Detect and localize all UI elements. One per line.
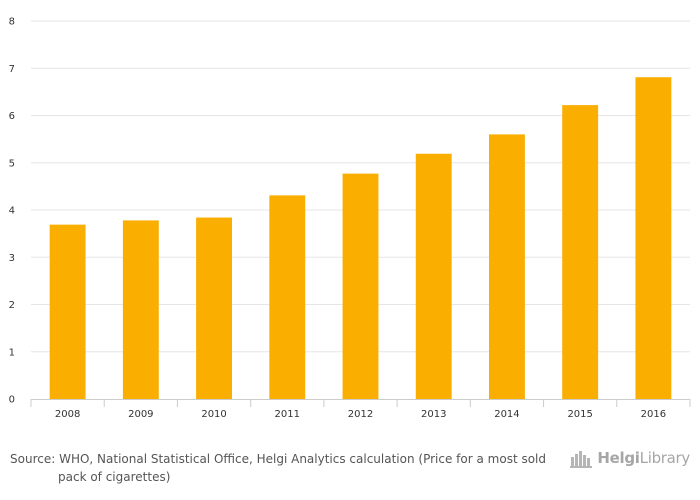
y-tick-label: 0 <box>9 395 15 406</box>
bar <box>49 224 86 399</box>
x-tick-label: 2015 <box>567 409 592 420</box>
bar <box>196 217 232 399</box>
bar <box>269 195 306 399</box>
y-tick-label: 4 <box>9 206 15 217</box>
brand-name-bold: Helgi <box>597 449 640 467</box>
helgi-library-logo-icon <box>570 451 593 468</box>
x-tick-label: 2010 <box>201 409 226 420</box>
source-note: Source: WHO, National Statistical Office… <box>10 452 547 484</box>
chart-footer: Source: WHO, National Statistical Office… <box>0 440 700 500</box>
y-tick-label: 3 <box>9 253 15 264</box>
x-tick-label: 2011 <box>275 409 300 420</box>
y-axis-ticks: 0 1 2 3 4 5 6 7 8 <box>9 17 15 406</box>
brand-logo: HelgiLibrary <box>570 448 690 468</box>
bars <box>49 77 672 399</box>
y-tick-label: 7 <box>9 64 15 75</box>
brand-name: HelgiLibrary <box>597 449 690 467</box>
bar <box>122 220 159 399</box>
bar <box>415 153 452 399</box>
x-tick-label: 2014 <box>494 409 519 420</box>
y-tick-label: 5 <box>9 158 15 169</box>
x-tick-label: 2013 <box>421 409 446 420</box>
bar <box>562 105 599 399</box>
x-axis: 2008 2009 2010 2011 2012 2013 2014 2015 2016 <box>30 399 691 420</box>
y-tick-label: 1 <box>9 347 15 358</box>
x-tick-label: 2008 <box>55 409 80 420</box>
x-tick-label: 2012 <box>348 409 373 420</box>
y-tick-label: 8 <box>9 17 15 28</box>
brand-name-rest: Library <box>639 449 691 467</box>
bar <box>489 134 525 399</box>
x-tick-label: 2016 <box>641 409 666 420</box>
y-tick-label: 6 <box>9 111 15 122</box>
bar <box>342 173 379 399</box>
bar <box>635 77 672 399</box>
x-tick-label: 2009 <box>128 409 153 420</box>
y-tick-label: 2 <box>9 300 15 311</box>
